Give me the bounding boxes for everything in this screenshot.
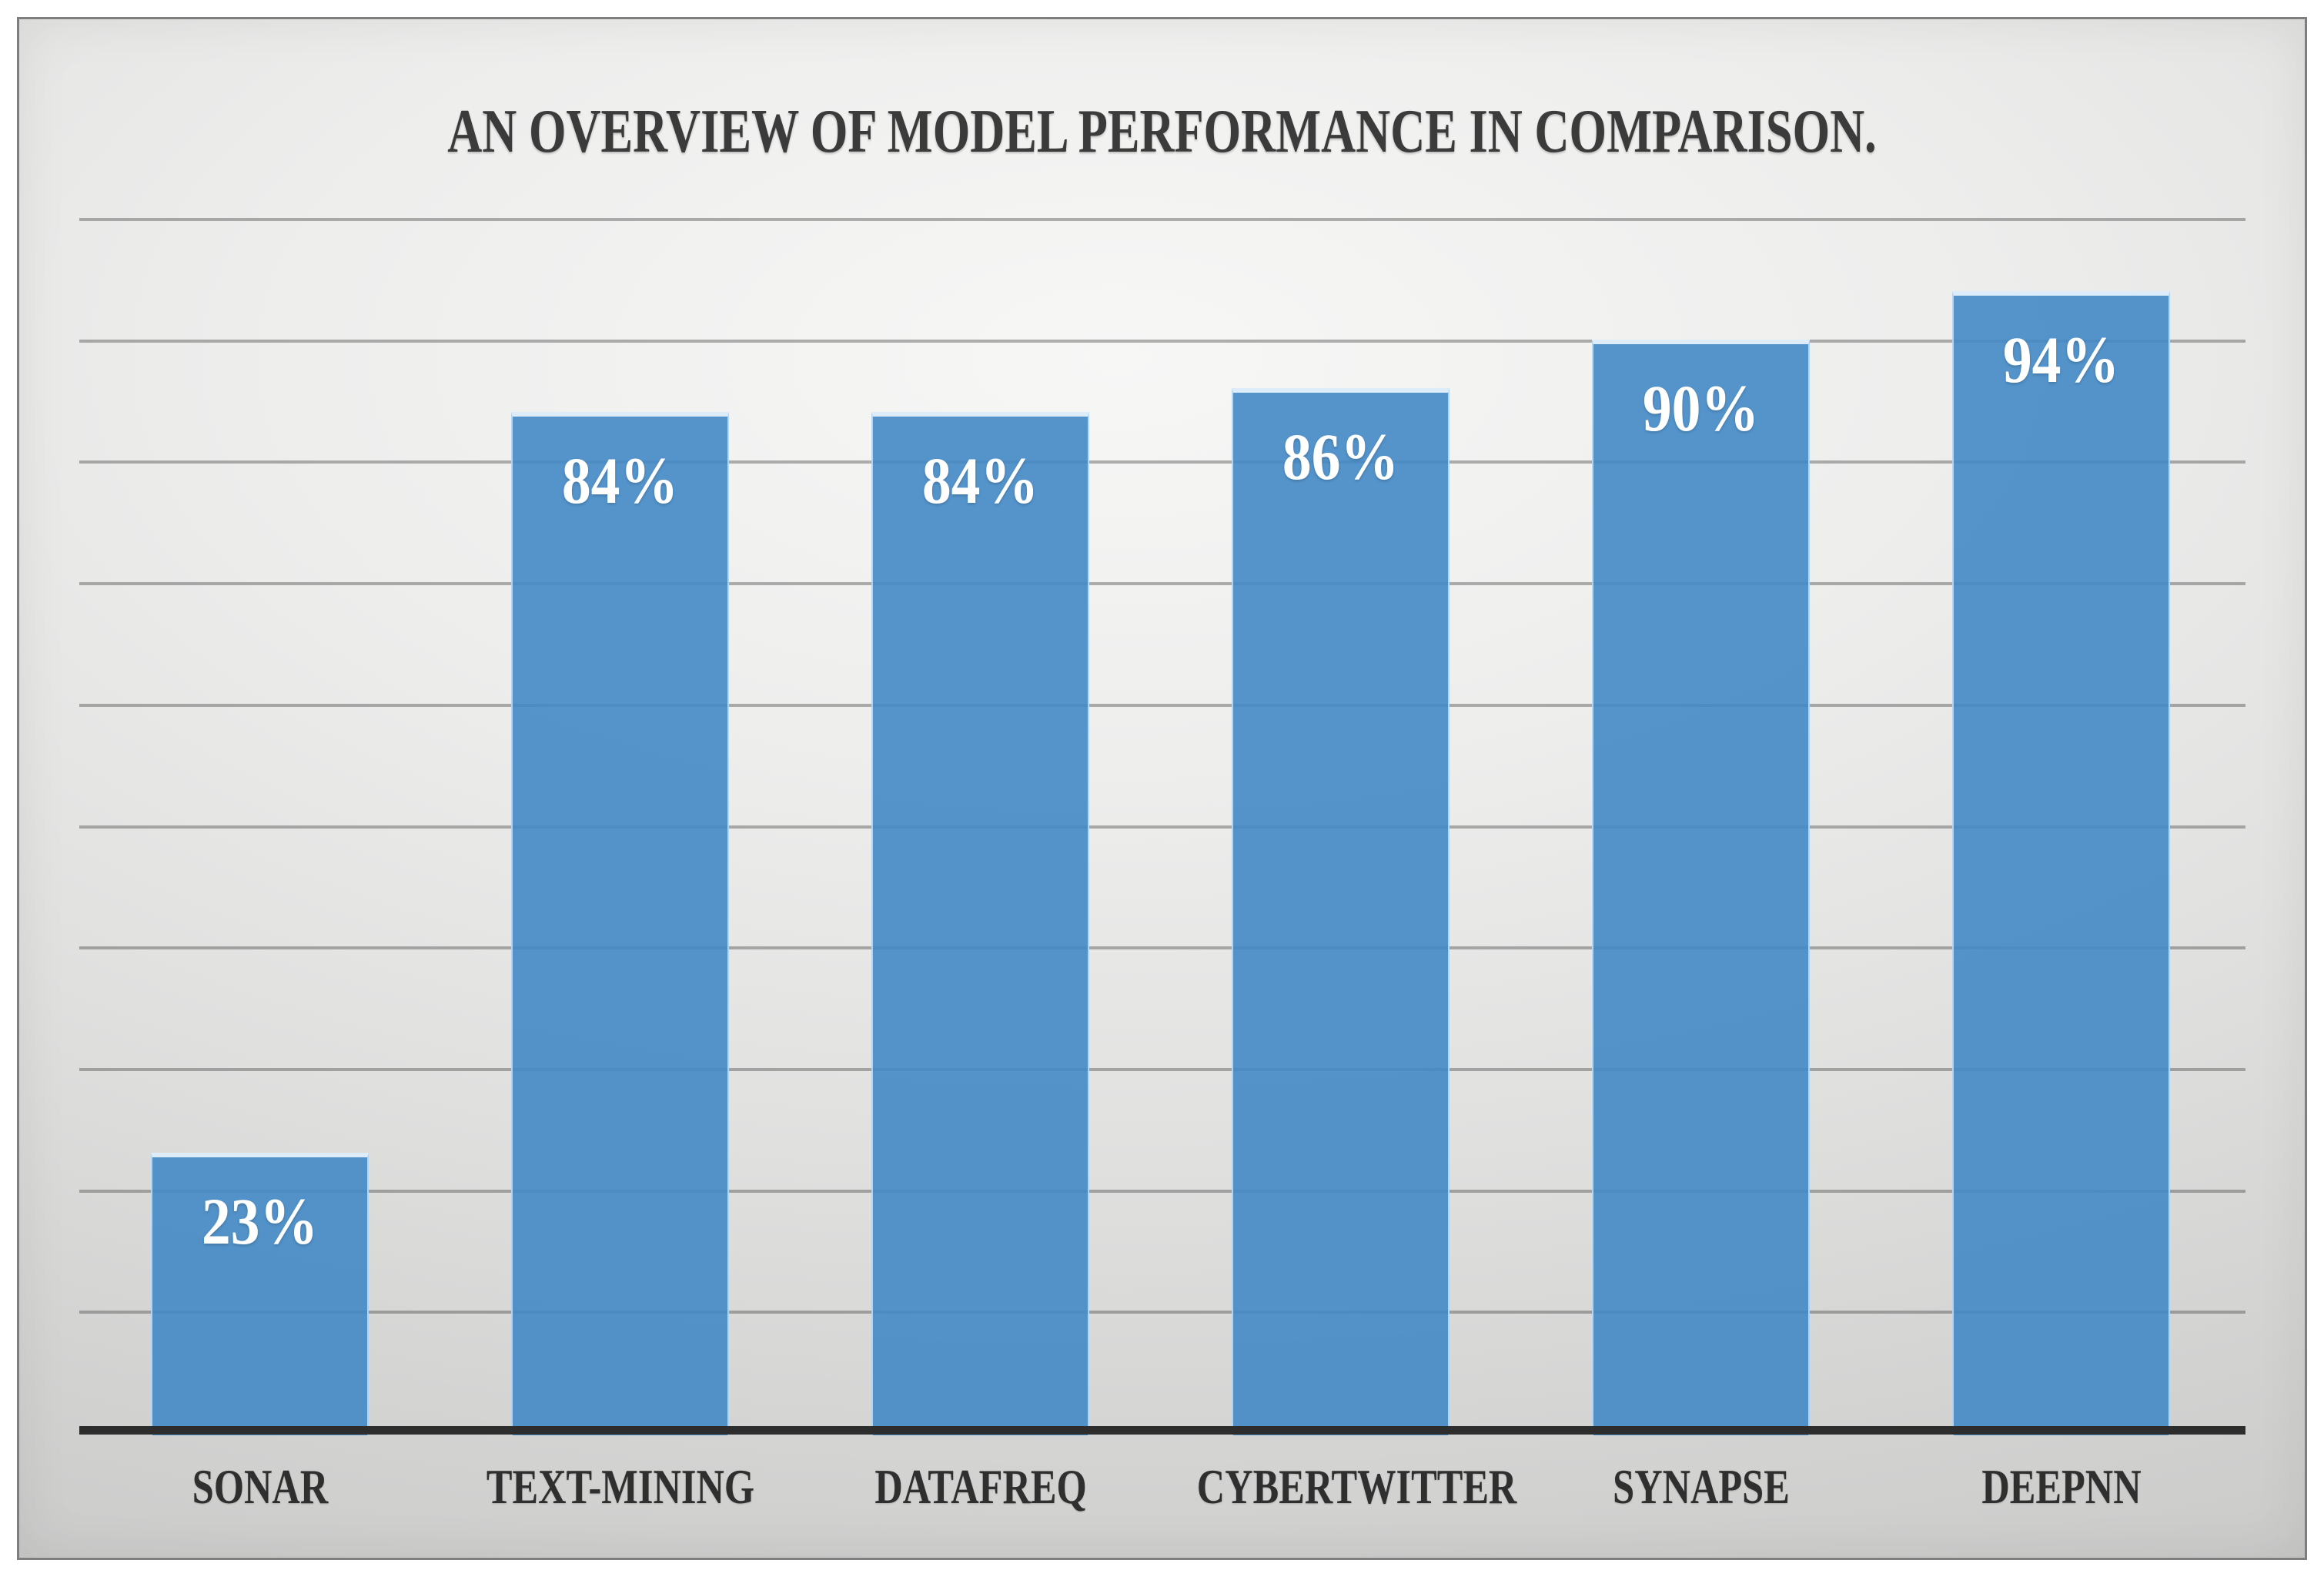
category-label-text-mining: TEXT-MINING [486, 1460, 755, 1514]
bar-value-label-text-mining: 84% [561, 444, 679, 517]
gridline-40-percent [79, 946, 2245, 949]
bar-value-label-synapse: 90% [1642, 371, 1760, 445]
bar-synapse: 90% [1592, 340, 1810, 1435]
category-label-datafreq: DATAFREQ [874, 1460, 1087, 1514]
bar-value-label-sonar: 23% [201, 1184, 319, 1258]
gridline-10-percent [79, 1311, 2245, 1314]
bar-datafreq: 84% [871, 412, 1089, 1435]
bar-value-label-cybertwitter: 86% [1282, 420, 1399, 494]
gridline-80-percent [79, 460, 2245, 464]
chart-title: AN OVERVIEW OF MODEL PERFORMANCE IN COMP… [447, 98, 1877, 166]
bar-cybertwitter: 86% [1232, 388, 1450, 1435]
gridline-100-percent [79, 218, 2245, 221]
gridline-60-percent [79, 704, 2245, 707]
bar-value-label-datafreq: 84% [921, 444, 1039, 517]
chart-frame: AN OVERVIEW OF MODEL PERFORMANCE IN COMP… [17, 17, 2307, 1560]
category-label-synapse: SYNAPSE [1613, 1460, 1790, 1514]
bar-value-label-deepnn: 94% [2002, 323, 2120, 397]
bar-text-mining: 84% [511, 412, 729, 1435]
gridline-50-percent [79, 825, 2245, 829]
gridline-70-percent [79, 582, 2245, 585]
gridline-30-percent [79, 1068, 2245, 1071]
gridline-20-percent [79, 1190, 2245, 1193]
gridline-90-percent [79, 340, 2245, 343]
bar-deepnn: 94% [1952, 291, 2170, 1435]
bar-sonar: 23% [151, 1153, 369, 1435]
x-axis-line [79, 1426, 2245, 1435]
category-label-sonar: SONAR [192, 1460, 329, 1514]
category-label-deepnn: DEEPNN [1981, 1460, 2142, 1514]
category-label-cybertwitter: CYBERTWITTER [1196, 1460, 1517, 1514]
